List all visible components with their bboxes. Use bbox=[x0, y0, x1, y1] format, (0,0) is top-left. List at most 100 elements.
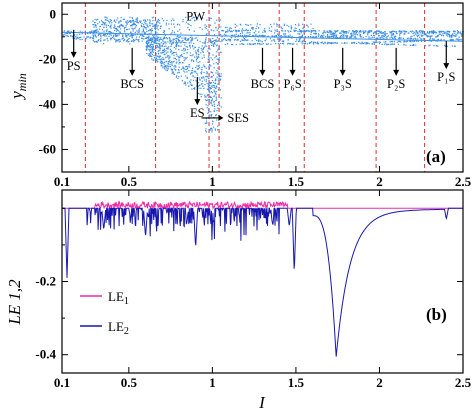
scatter-point bbox=[346, 36, 349, 38]
scatter-point bbox=[164, 34, 166, 36]
scatter-point bbox=[311, 30, 313, 32]
scatter-point bbox=[173, 51, 176, 54]
scatter-point bbox=[453, 35, 455, 37]
scatter-point bbox=[93, 38, 95, 40]
scatter-point bbox=[391, 30, 393, 32]
scatter-point bbox=[239, 33, 242, 35]
scatter-point bbox=[183, 52, 185, 54]
scatter-point bbox=[98, 21, 100, 23]
scatter-point bbox=[373, 32, 375, 34]
scatter-point bbox=[329, 30, 331, 32]
scatter-point bbox=[147, 44, 149, 46]
scatter-point bbox=[213, 63, 215, 65]
scatter-point bbox=[368, 32, 370, 34]
scatter-point bbox=[123, 30, 126, 32]
scatter-point bbox=[205, 34, 208, 36]
scatter-point bbox=[192, 75, 194, 77]
scatter-point bbox=[335, 31, 337, 33]
scatter-point bbox=[282, 30, 284, 32]
scatter-point bbox=[380, 32, 382, 34]
scatter-point bbox=[202, 76, 204, 78]
scatter-point bbox=[106, 35, 108, 37]
scatter-point bbox=[130, 21, 132, 23]
scatter-point bbox=[208, 100, 210, 102]
scatter-point bbox=[195, 79, 197, 81]
scatter-point bbox=[108, 30, 110, 33]
scatter-point bbox=[200, 83, 202, 85]
scatter-point bbox=[231, 43, 233, 46]
scatter-point bbox=[448, 35, 450, 37]
scatter-point bbox=[155, 38, 157, 40]
scatter-point bbox=[302, 30, 304, 32]
scatter-point bbox=[152, 59, 154, 61]
scatter-point bbox=[191, 36, 193, 39]
scatter-point bbox=[129, 16, 131, 18]
scatter-point bbox=[109, 37, 111, 39]
scatter-point bbox=[388, 43, 390, 45]
scatter-point bbox=[422, 31, 424, 33]
scatter-point bbox=[197, 39, 199, 41]
scatter-point bbox=[162, 67, 164, 69]
scatter-point bbox=[118, 22, 120, 24]
scatter-point bbox=[212, 86, 214, 88]
scatter-point bbox=[113, 26, 115, 28]
scatter-point bbox=[159, 61, 161, 63]
scatter-point bbox=[217, 63, 219, 65]
scatter-point bbox=[151, 23, 153, 25]
scatter-point bbox=[146, 46, 149, 48]
scatter-point bbox=[208, 98, 210, 101]
scatter-point bbox=[429, 36, 431, 38]
scatter-point bbox=[204, 41, 206, 44]
scatter-point bbox=[179, 41, 181, 43]
scatter-point bbox=[373, 34, 375, 36]
scatter-point bbox=[403, 30, 405, 32]
scatter-point bbox=[158, 56, 160, 58]
scatter-point bbox=[358, 41, 360, 43]
scatter-point bbox=[163, 45, 165, 48]
scatter-point bbox=[188, 70, 190, 72]
scatter-point bbox=[213, 85, 215, 87]
scatter-point bbox=[321, 35, 323, 37]
scatter-point bbox=[173, 46, 175, 48]
scatter-point bbox=[142, 30, 144, 32]
scatter-point bbox=[278, 34, 280, 36]
scatter-point bbox=[189, 54, 191, 57]
scatter-point bbox=[151, 30, 153, 32]
scatter-point bbox=[119, 31, 121, 33]
scatter-point bbox=[132, 34, 134, 36]
scatter-point bbox=[145, 49, 148, 51]
scatter-point bbox=[359, 35, 361, 37]
scatter-point bbox=[377, 35, 380, 37]
scatter-point bbox=[216, 44, 218, 46]
scatter-point bbox=[184, 71, 186, 73]
scatter-point bbox=[389, 31, 391, 33]
scatter-point bbox=[283, 23, 286, 25]
scatter-point bbox=[150, 32, 152, 34]
scatter-point bbox=[160, 58, 163, 60]
scatter-point bbox=[125, 25, 127, 27]
scatter-point bbox=[166, 19, 168, 22]
scatter-point bbox=[303, 31, 305, 33]
scatter-point bbox=[370, 37, 372, 39]
scatter-point bbox=[403, 33, 405, 35]
scatter-point bbox=[250, 24, 252, 26]
scatter-point bbox=[327, 41, 329, 44]
scatter-point bbox=[185, 16, 187, 18]
scatter-point bbox=[156, 35, 158, 37]
scatter-point bbox=[162, 57, 164, 59]
scatter-point bbox=[175, 66, 177, 68]
scatter-point bbox=[141, 37, 143, 39]
scatter-point bbox=[217, 107, 219, 109]
scatter-point bbox=[324, 41, 326, 43]
scatter-point bbox=[131, 20, 133, 22]
scatter-point bbox=[117, 26, 119, 28]
scatter-point bbox=[173, 54, 175, 56]
scatter-point bbox=[206, 75, 208, 77]
scatter-point bbox=[282, 35, 284, 38]
scatter-point bbox=[130, 40, 132, 42]
scatter-point bbox=[130, 34, 132, 36]
scatter-point bbox=[200, 87, 202, 89]
scatter-point bbox=[327, 36, 329, 38]
scatter-point bbox=[382, 37, 384, 39]
scatter-point bbox=[167, 56, 169, 58]
